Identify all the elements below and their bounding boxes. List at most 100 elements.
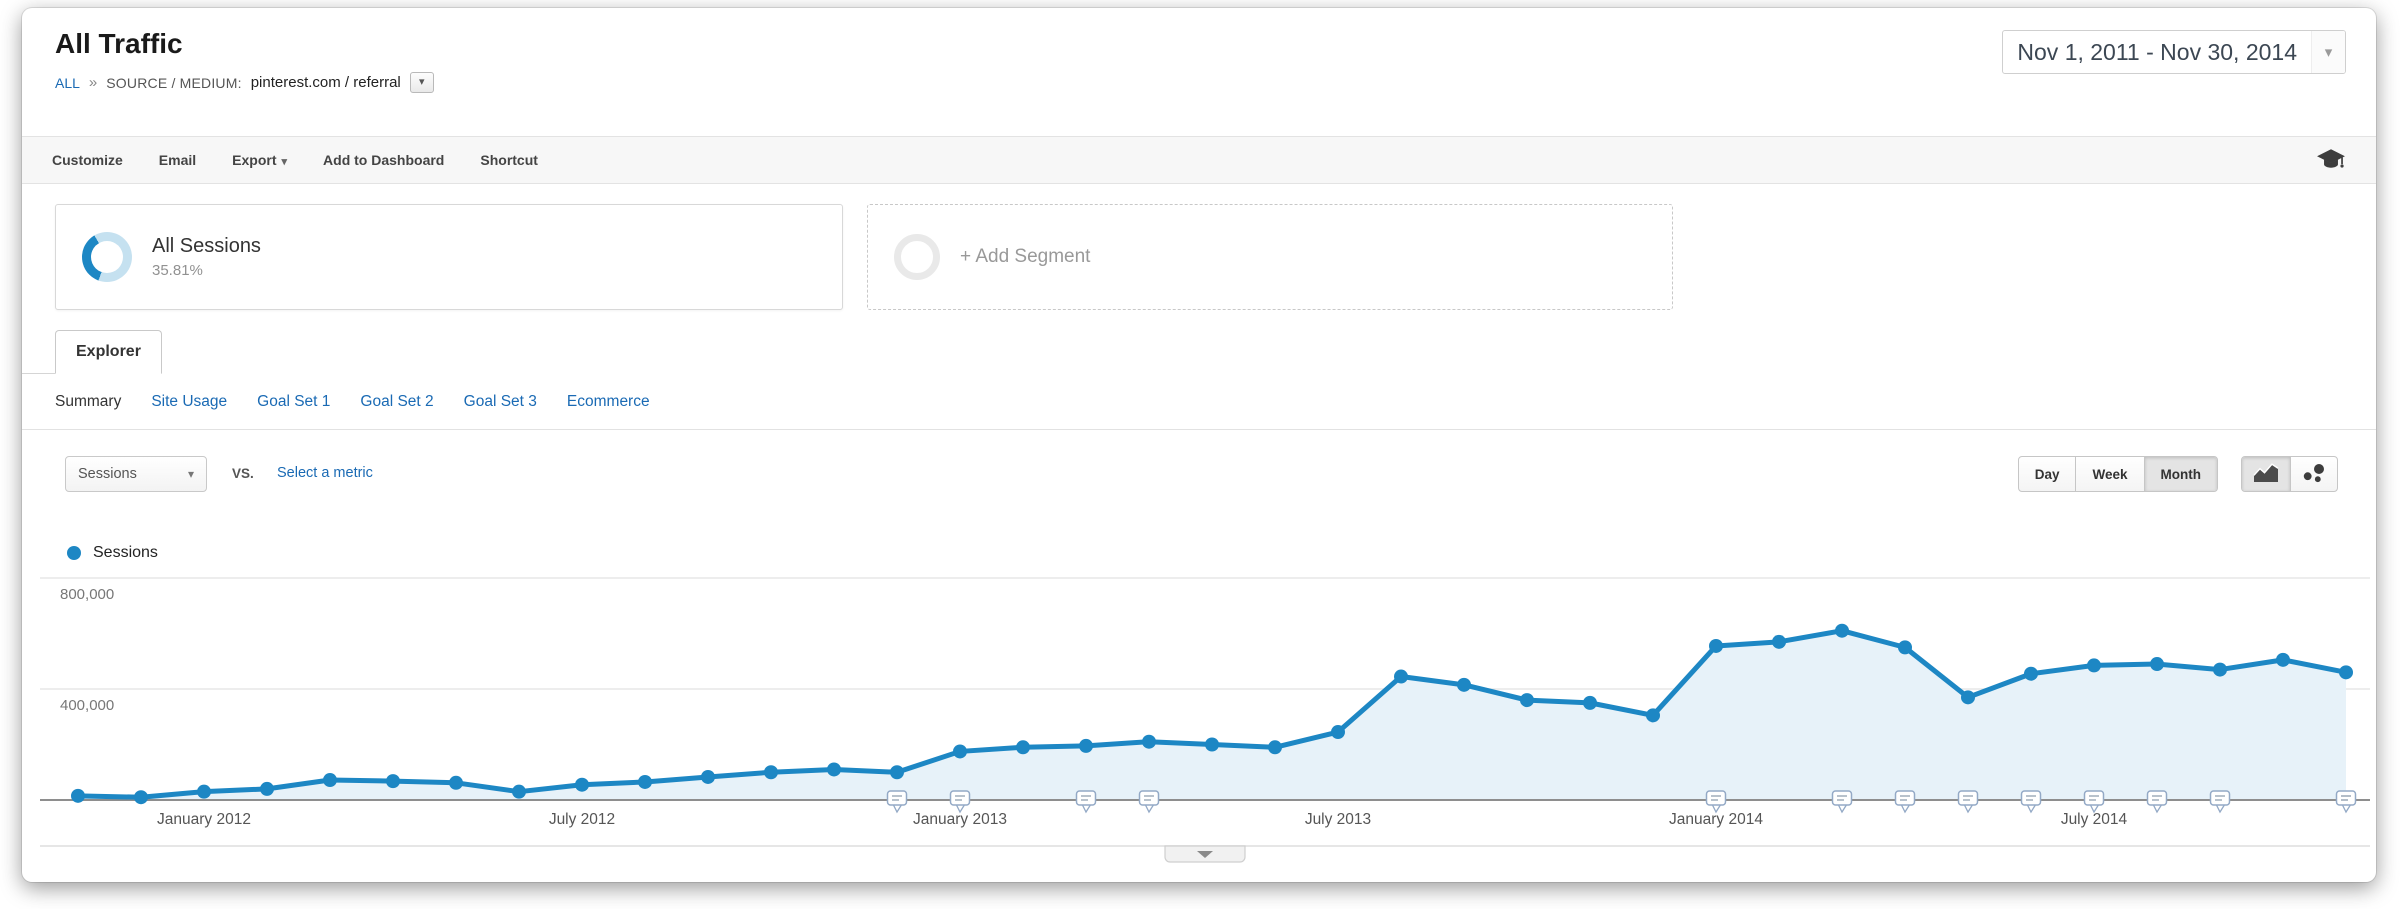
data-point[interactable] <box>1079 738 1093 753</box>
data-point[interactable] <box>2276 652 2290 667</box>
chart-type-button-group <box>2241 456 2338 492</box>
x-axis-tick-label: January 2013 <box>913 811 1007 828</box>
breadcrumb-dimension-value: pinterest.com / referral <box>250 74 401 91</box>
education-graduation-cap-icon[interactable] <box>2316 148 2346 172</box>
data-point[interactable] <box>1205 737 1219 752</box>
data-point[interactable] <box>1646 708 1660 723</box>
data-point[interactable] <box>197 784 211 799</box>
data-point[interactable] <box>827 762 841 777</box>
toolbar-add-to-dashboard-button[interactable]: Add to Dashboard <box>323 152 445 168</box>
data-point[interactable] <box>2150 657 2164 672</box>
annotation-marker[interactable] <box>2083 790 2105 814</box>
data-point[interactable] <box>449 775 463 790</box>
data-point[interactable] <box>1457 677 1471 692</box>
annotation-marker[interactable] <box>2335 790 2357 814</box>
segment-percent: 35.81% <box>152 262 203 279</box>
annotation-marker[interactable] <box>1075 790 1097 814</box>
legend-series-label: Sessions <box>93 544 158 561</box>
data-point[interactable] <box>638 774 652 789</box>
data-point[interactable] <box>134 790 148 805</box>
date-range-selector[interactable]: Nov 1, 2011 - Nov 30, 2014 ▾ <box>2002 30 2346 74</box>
annotations-expander[interactable] <box>1164 845 1246 863</box>
granularity-button-group: Day Week Month <box>2017 456 2218 492</box>
data-point[interactable] <box>1016 740 1030 755</box>
data-point[interactable] <box>1961 690 1975 705</box>
report-toolbar: Customize Email Export ▾ Add to Dashboard… <box>22 136 2376 184</box>
data-point[interactable] <box>386 774 400 789</box>
add-segment-card[interactable]: + Add Segment <box>867 204 1673 310</box>
data-point[interactable] <box>71 788 85 803</box>
breadcrumb-dropdown-button[interactable]: ▾ <box>409 72 434 93</box>
data-point[interactable] <box>2024 666 2038 681</box>
annotation-marker[interactable] <box>886 790 908 814</box>
select-metric-link[interactable]: Select a metric <box>277 465 373 481</box>
data-point[interactable] <box>701 769 715 784</box>
y-axis-tick-label: 400,000 <box>60 697 114 714</box>
toolbar-email-button[interactable]: Email <box>158 152 197 168</box>
toolbar-shortcut-button[interactable]: Shortcut <box>480 152 538 168</box>
subtab-goal-set-3[interactable]: Goal Set 3 <box>463 392 537 410</box>
data-point[interactable] <box>764 765 778 780</box>
annotation-marker[interactable] <box>949 790 971 814</box>
data-point[interactable] <box>1142 734 1156 749</box>
motion-chart-type-button[interactable] <box>2290 457 2337 491</box>
data-point[interactable] <box>2339 665 2353 680</box>
subtab-ecommerce[interactable]: Ecommerce <box>566 392 650 410</box>
x-axis-tick-label: January 2012 <box>157 811 251 828</box>
metric-dropdown[interactable]: Sessions ▾ <box>65 456 207 492</box>
annotation-marker[interactable] <box>1957 790 1979 814</box>
subtab-site-usage[interactable]: Site Usage <box>151 392 228 410</box>
data-point[interactable] <box>260 781 274 796</box>
segment-card-all-sessions[interactable]: All Sessions 35.81% <box>55 204 843 310</box>
legend-series-marker <box>67 546 81 560</box>
data-point[interactable] <box>1268 740 1282 755</box>
tab-explorer[interactable]: Explorer <box>55 330 162 374</box>
add-segment-label: + Add Segment <box>960 246 1091 267</box>
segment-text: All Sessions 35.81% <box>152 235 261 279</box>
data-point[interactable] <box>953 744 967 759</box>
annotation-marker[interactable] <box>2020 790 2042 814</box>
data-point[interactable] <box>1583 695 1597 710</box>
granularity-day-button[interactable]: Day <box>2034 466 2060 482</box>
x-axis-tick-label: July 2012 <box>549 811 615 828</box>
annotation-marker[interactable] <box>1894 790 1916 814</box>
data-point[interactable] <box>575 777 589 792</box>
series-area <box>78 630 2346 800</box>
data-point[interactable] <box>1835 623 1849 638</box>
motion-chart-bubbles-icon <box>2302 463 2326 486</box>
annotation-marker[interactable] <box>1831 790 1853 814</box>
data-point[interactable] <box>1394 669 1408 684</box>
annotation-marker[interactable] <box>1138 790 1160 814</box>
toolbar-customize-button[interactable]: Customize <box>52 152 123 168</box>
data-point[interactable] <box>2213 662 2227 677</box>
data-point[interactable] <box>2087 658 2101 673</box>
sessions-line-chart[interactable]: 800,000 400,000 January 2012 July 2012 Janua… <box>40 564 2370 882</box>
data-point[interactable] <box>1709 638 1723 653</box>
data-point[interactable] <box>1898 640 1912 655</box>
granularity-week-button[interactable]: Week <box>2075 457 2143 491</box>
subtab-goal-set-1[interactable]: Goal Set 1 <box>257 392 331 410</box>
annotation-marker[interactable] <box>2209 790 2231 814</box>
data-point[interactable] <box>1331 725 1345 740</box>
subtab-summary[interactable]: Summary <box>55 392 122 410</box>
segment-title: All Sessions <box>152 235 261 257</box>
toolbar-export-button[interactable]: Export ▾ <box>232 152 287 168</box>
granularity-month-button[interactable]: Month <box>2143 457 2217 491</box>
data-point[interactable] <box>1772 634 1786 649</box>
subtab-goal-set-2[interactable]: Goal Set 2 <box>360 392 434 410</box>
data-point[interactable] <box>890 765 904 780</box>
x-axis-tick-label: July 2014 <box>2061 811 2128 828</box>
data-point[interactable] <box>323 773 337 788</box>
x-axis-tick-label: July 2013 <box>1305 811 1371 828</box>
data-point[interactable] <box>512 784 526 799</box>
segment-donut-icon <box>82 232 132 282</box>
data-point[interactable] <box>1520 693 1534 708</box>
vs-label: VS. <box>232 466 254 481</box>
breadcrumb-all-link[interactable]: ALL <box>55 74 80 91</box>
annotation-marker[interactable] <box>2146 790 2168 814</box>
analytics-report-window: All Traffic ALL » SOURCE / MEDIUM: pinte… <box>22 8 2376 882</box>
annotation-marker[interactable] <box>1705 790 1727 814</box>
line-chart-type-button[interactable] <box>2242 457 2290 491</box>
tab-baseline <box>22 373 55 374</box>
metric-dropdown-value: Sessions <box>78 466 137 482</box>
